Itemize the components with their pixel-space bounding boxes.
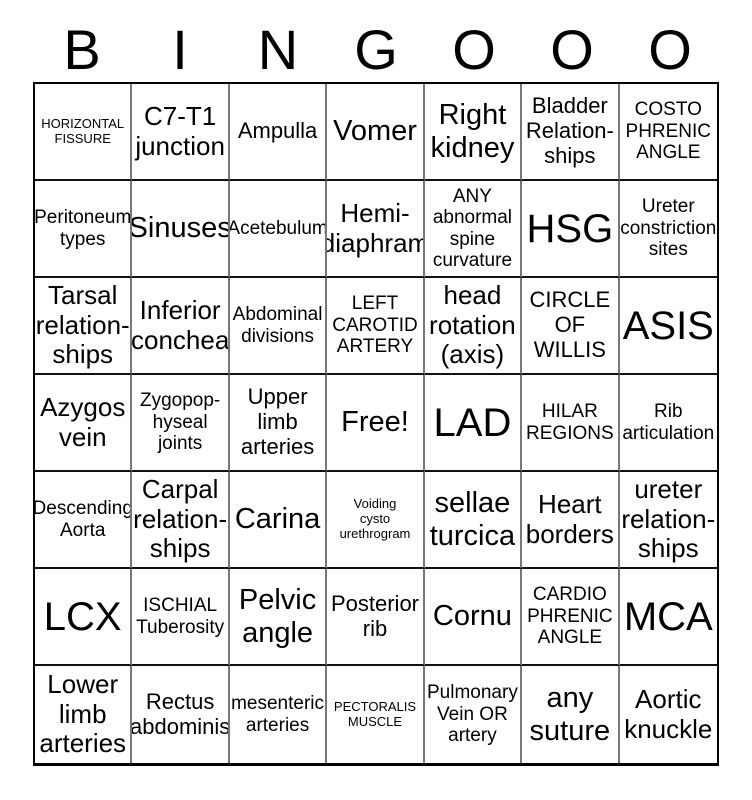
bingo-cell[interactable]: Carina — [229, 472, 328, 569]
bingo-cell[interactable]: Acetebulum — [229, 181, 328, 278]
bingo-cell[interactable]: CARDIO PHRENIC ANGLE — [522, 569, 620, 666]
free-space-cell[interactable]: Free! — [327, 375, 425, 472]
bingo-header: B I N G O O O — [33, 4, 719, 78]
bingo-cell[interactable]: CIRCLE OF WILLIS — [522, 278, 620, 375]
header-letter: O — [452, 18, 496, 81]
bingo-cell[interactable]: HSG — [522, 181, 620, 278]
bingo-cell[interactable]: Cornu — [424, 569, 523, 666]
bingo-cell[interactable]: C7-T1 junction — [132, 84, 230, 181]
header-letter: O — [648, 18, 692, 81]
bingo-cell[interactable]: ISCHIAL Tuberosity — [132, 569, 230, 666]
bingo-cell[interactable]: sellae turcica — [424, 472, 523, 569]
bingo-cell[interactable]: PECTORALIS MUSCLE — [327, 666, 425, 763]
bingo-cell[interactable]: Heart borders — [522, 472, 620, 569]
header-letter: I — [172, 18, 188, 81]
bingo-cell[interactable]: Bladder Relation- ships — [522, 84, 620, 181]
bingo-cell[interactable]: Zygopop- hyseal joints — [132, 375, 230, 472]
bingo-cell[interactable]: any suture — [522, 666, 620, 763]
bingo-cell[interactable]: Azygos vein — [35, 375, 133, 472]
bingo-cell[interactable]: Voiding cysto urethrogram — [327, 472, 425, 569]
bingo-cell[interactable]: mesenteric arteries — [230, 666, 328, 763]
bingo-board: HORIZONTAL FISSURE C7-T1 junction Ampull… — [33, 82, 719, 766]
bingo-cell[interactable]: Aortic knuckle — [624, 684, 713, 744]
bingo-cell[interactable]: Vomer — [327, 84, 425, 181]
bingo-cell[interactable]: head rotation (axis) — [424, 278, 523, 375]
bingo-cell[interactable]: Upper limb arteries — [229, 375, 328, 472]
bingo-cell[interactable]: Right kidney — [424, 84, 523, 181]
bingo-cell[interactable]: HILAR REGIONS — [522, 375, 620, 472]
bingo-cell[interactable]: Rectus abdominis — [132, 666, 230, 763]
bingo-cell[interactable]: Descending Aorta — [35, 472, 133, 569]
bingo-cell[interactable]: ASIS — [619, 278, 717, 375]
bingo-cell[interactable]: Pelvic angle — [229, 569, 328, 666]
bingo-cell[interactable]: Peritoneum types — [35, 181, 133, 278]
bingo-cell[interactable]: Ureter constriction sites — [619, 181, 717, 278]
bingo-cell[interactable]: LAD — [424, 375, 523, 472]
bingo-cell[interactable]: MCA — [619, 569, 717, 666]
bingo-cell[interactable]: COSTO PHRENIC ANGLE — [619, 84, 717, 181]
bingo-cell[interactable]: ureter relation- ships — [619, 472, 717, 569]
header-letter: B — [63, 18, 101, 81]
bingo-cell[interactable]: Pulmonary Vein OR artery — [425, 666, 523, 763]
bingo-cell[interactable]: LEFT CAROTID ARTERY — [327, 278, 425, 375]
bingo-cell[interactable]: Posterior rib — [327, 569, 425, 666]
header-letter: N — [257, 18, 299, 81]
bingo-cell[interactable]: Abdominal divisions — [229, 278, 328, 375]
bingo-cell[interactable]: HORIZONTAL FISSURE — [35, 84, 133, 181]
bingo-cell[interactable]: Inferior conchea — [132, 278, 230, 375]
bingo-cell[interactable]: LCX — [35, 569, 133, 666]
bingo-cell[interactable]: Lower limb arteries — [35, 666, 133, 763]
bingo-cell[interactable]: Hemi- diaphram — [327, 181, 425, 278]
bingo-cell[interactable]: ANY abnormal spine curvature — [424, 181, 523, 278]
bingo-cell[interactable]: Tarsal relation- ships — [35, 278, 133, 375]
bingo-cell[interactable]: Sinuses — [132, 181, 230, 278]
bingo-cell[interactable]: Carpal relation- ships — [132, 472, 230, 569]
bingo-cell[interactable]: Rib articulation — [619, 375, 717, 472]
header-letter: O — [550, 18, 594, 81]
bingo-cell[interactable]: Ampulla — [229, 84, 328, 181]
header-letter: G — [354, 18, 398, 81]
